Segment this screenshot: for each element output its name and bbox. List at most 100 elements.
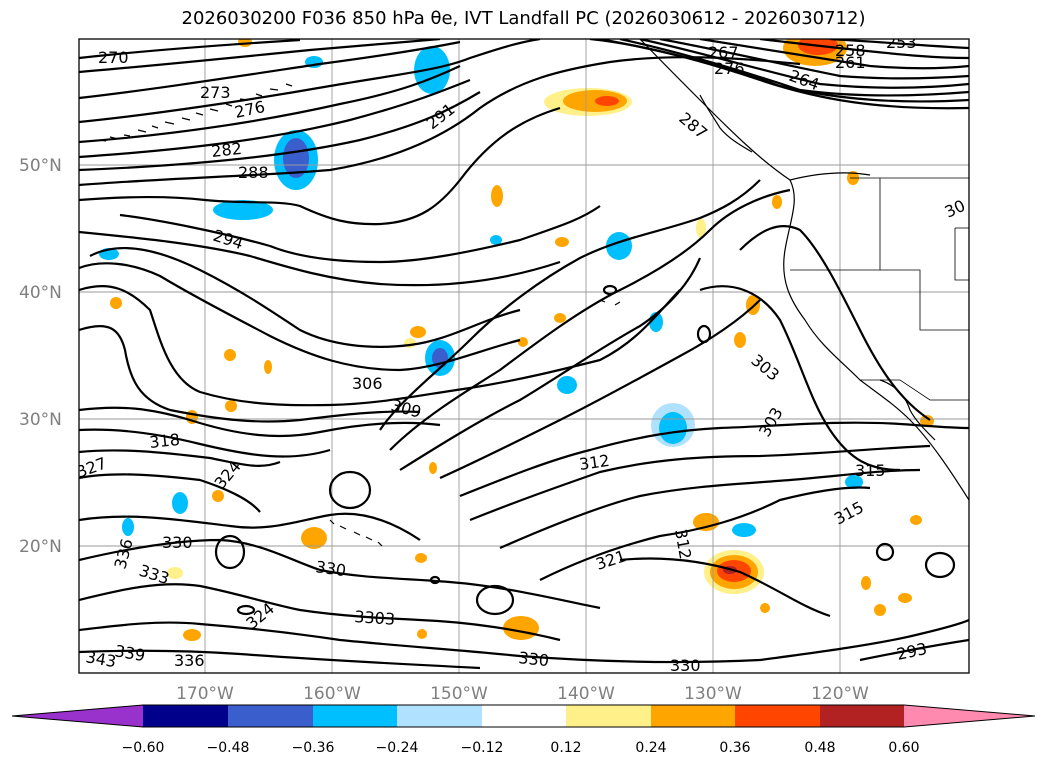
- contour-label-253: 253: [886, 33, 917, 52]
- contour-label-330-left: 330: [162, 533, 193, 552]
- colorbar-extend-min: [12, 705, 143, 727]
- negative-anomaly-patch: [557, 376, 577, 394]
- positive-anomaly-patch: [696, 218, 706, 238]
- lon-label-150w: 150°W: [430, 684, 488, 704]
- positive-anomaly-patch: [518, 337, 528, 347]
- positive-anomaly-patch: [910, 515, 922, 525]
- colorbar-bin: [143, 705, 228, 727]
- lon-label-160w: 160°W: [303, 684, 361, 704]
- colorbar: −0.60 −0.48 −0.36 −0.24 −0.12 0.12 0.24 …: [11, 704, 1036, 756]
- colorbar-bin: [313, 705, 397, 727]
- colorbar-bin: [566, 705, 651, 727]
- positive-anomaly-patch: [417, 629, 427, 639]
- colorbar-bin: [651, 705, 735, 727]
- positive-anomaly-patch: [693, 513, 719, 531]
- contour-label-273: 273: [200, 83, 231, 102]
- colorbar-tick: −0.12: [461, 740, 504, 756]
- positive-anomaly-patch: [110, 297, 122, 309]
- negative-anomaly-patch: [659, 412, 687, 444]
- positive-anomaly-patch: [760, 603, 770, 613]
- positive-anomaly-patch: [491, 185, 503, 207]
- shaded-anomalies: [99, 39, 934, 641]
- negative-anomaly-core: [283, 138, 309, 178]
- colorbar-tick: 0.12: [550, 740, 581, 756]
- negative-anomaly-patch: [172, 492, 188, 514]
- contour-label-258: 258: [835, 41, 866, 60]
- contour-label-261: 261: [835, 53, 866, 72]
- positive-anomaly-patch: [874, 604, 886, 616]
- lat-label-30n: 30°N: [19, 410, 62, 430]
- contour-label-306: 306: [352, 374, 383, 393]
- positive-anomaly-core: [595, 96, 619, 106]
- lat-label-50n: 50°N: [19, 156, 62, 176]
- contour-label-288: 288: [238, 163, 269, 182]
- political-borders: [790, 177, 969, 401]
- positive-anomaly-patch: [898, 593, 912, 603]
- map-title: 2026030200 F036 850 hPa θe, IVT Landfall…: [181, 8, 866, 29]
- longitude-labels: 170°W 160°W 150°W 140°W 130°W 120°W: [176, 684, 869, 704]
- positive-anomaly-patch: [429, 462, 437, 474]
- latitude-labels: 50°N 40°N 30°N 20°N: [19, 156, 62, 557]
- negative-anomaly-patch: [845, 475, 863, 489]
- positive-anomaly-patch: [920, 415, 934, 427]
- positive-anomaly-patch: [734, 332, 746, 348]
- colorbar-tick: 0.36: [719, 740, 750, 756]
- positive-anomaly-patch: [772, 195, 782, 209]
- positive-anomaly-patch: [167, 567, 183, 579]
- positive-anomaly-core: [798, 39, 838, 55]
- colorbar-bin: [820, 705, 904, 727]
- colorbar-tick: 0.60: [888, 740, 919, 756]
- positive-anomaly-patch: [554, 313, 566, 323]
- plot-frame: [78, 38, 970, 674]
- lat-label-20n: 20°N: [19, 537, 62, 557]
- colorbar-tick: −0.36: [292, 740, 335, 756]
- contour-label-318: 318: [148, 430, 180, 452]
- colorbar-outline: [11, 704, 1036, 728]
- positive-anomaly-patch: [264, 360, 272, 374]
- colorbar-extend-max: [904, 705, 1035, 727]
- contour-label-276-ne: 276: [714, 59, 745, 78]
- lon-label-170w: 170°W: [176, 684, 234, 704]
- lon-label-130w: 130°W: [684, 684, 742, 704]
- colorbar-bin: [397, 705, 482, 727]
- contour-label-3303: 3303: [354, 607, 396, 629]
- contour-label-312-center: 312: [578, 451, 611, 474]
- colorbar-tick: −0.60: [122, 740, 165, 756]
- contour-label-330-bottom: 330: [518, 648, 550, 670]
- lon-label-140w: 140°W: [557, 684, 615, 704]
- theta-e-contours: [79, 39, 969, 670]
- contour-label-330-mid: 330: [314, 557, 347, 580]
- lat-label-40n: 40°N: [19, 283, 62, 303]
- colorbar-tick: −0.24: [376, 740, 419, 756]
- positive-anomaly-patch: [410, 326, 426, 338]
- positive-anomaly-patch: [301, 527, 327, 549]
- coastlines: [99, 39, 969, 547]
- positive-anomaly-patch: [415, 553, 427, 563]
- negative-anomaly-patch: [490, 235, 502, 245]
- positive-anomaly-patch: [225, 400, 237, 412]
- colorbar-bin: [735, 705, 820, 727]
- positive-anomaly-patch: [503, 616, 539, 640]
- contour-label-267: 267: [708, 43, 739, 62]
- negative-anomaly-patch: [414, 46, 450, 94]
- positive-anomaly-patch: [861, 576, 871, 590]
- negative-anomaly-patch: [732, 523, 756, 537]
- contour-label-336-bottom: 336: [174, 651, 205, 670]
- contour-label-282: 282: [210, 139, 242, 161]
- lon-label-120w: 120°W: [811, 684, 869, 704]
- colorbar-tick: 0.48: [804, 740, 835, 756]
- negative-anomaly-patch: [213, 200, 273, 220]
- contour-label-330-right: 330: [670, 656, 701, 675]
- colorbar-bin: [228, 705, 313, 727]
- colorbar-tick: −0.48: [207, 740, 250, 756]
- colorbar-bin: [482, 705, 566, 727]
- contour-label-270: 270: [98, 48, 129, 67]
- positive-anomaly-patch: [183, 629, 201, 641]
- positive-anomaly-patch: [555, 237, 569, 247]
- negative-anomaly-patch: [122, 518, 134, 536]
- colorbar-tick: 0.24: [635, 740, 666, 756]
- positive-anomaly-patch: [224, 349, 236, 361]
- contour-label-315-upper: 315: [855, 461, 886, 480]
- positive-anomaly-patch: [212, 490, 224, 502]
